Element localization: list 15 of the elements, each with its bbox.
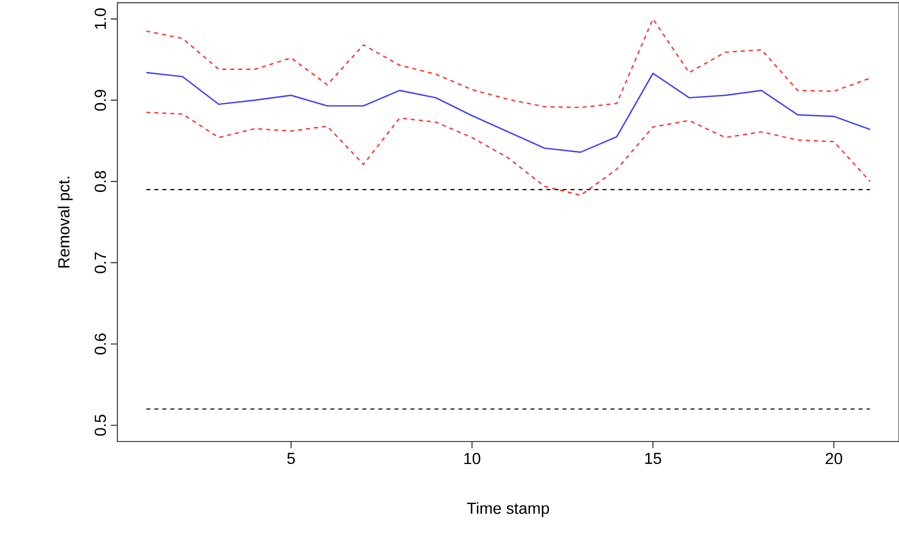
x-tick-label: 10: [464, 452, 480, 464]
y-tick-label: 0.9: [94, 90, 106, 111]
x-tick-label: 15: [645, 452, 662, 464]
y-tick-label: 0.8: [94, 170, 106, 192]
y-tick-label: 0.6: [94, 333, 106, 354]
y-axis-title: Removal pct.: [58, 176, 73, 268]
x-tick-label: 5: [287, 452, 295, 464]
x-tick-label: 20: [826, 452, 842, 464]
line-series: [146, 18, 871, 108]
y-tick-label: 0.7: [94, 252, 106, 274]
y-tick-label: 0.5: [94, 414, 106, 436]
x-axis-title: Time stamp: [467, 502, 549, 518]
line-series: [146, 112, 871, 196]
y-tick-label: 1.0: [94, 8, 106, 29]
line-series: [146, 72, 871, 153]
